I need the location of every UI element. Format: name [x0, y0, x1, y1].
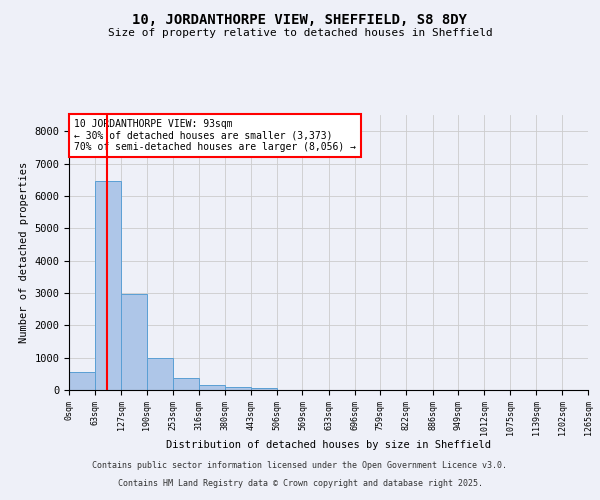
Text: Contains public sector information licensed under the Open Government Licence v3: Contains public sector information licen…	[92, 461, 508, 470]
Y-axis label: Number of detached properties: Number of detached properties	[19, 162, 29, 343]
Bar	[199, 385, 225, 390]
Bar	[251, 388, 277, 390]
X-axis label: Distribution of detached houses by size in Sheffield: Distribution of detached houses by size …	[166, 440, 491, 450]
Bar	[121, 294, 147, 390]
Bar	[225, 387, 251, 390]
Text: 10 JORDANTHORPE VIEW: 93sqm
← 30% of detached houses are smaller (3,373)
70% of : 10 JORDANTHORPE VIEW: 93sqm ← 30% of det…	[74, 119, 356, 152]
Bar	[95, 182, 121, 390]
Bar	[173, 378, 199, 390]
Text: 10, JORDANTHORPE VIEW, SHEFFIELD, S8 8DY: 10, JORDANTHORPE VIEW, SHEFFIELD, S8 8DY	[133, 12, 467, 26]
Text: Size of property relative to detached houses in Sheffield: Size of property relative to detached ho…	[107, 28, 493, 38]
Bar	[69, 372, 95, 390]
Bar	[147, 358, 173, 390]
Text: Contains HM Land Registry data © Crown copyright and database right 2025.: Contains HM Land Registry data © Crown c…	[118, 478, 482, 488]
